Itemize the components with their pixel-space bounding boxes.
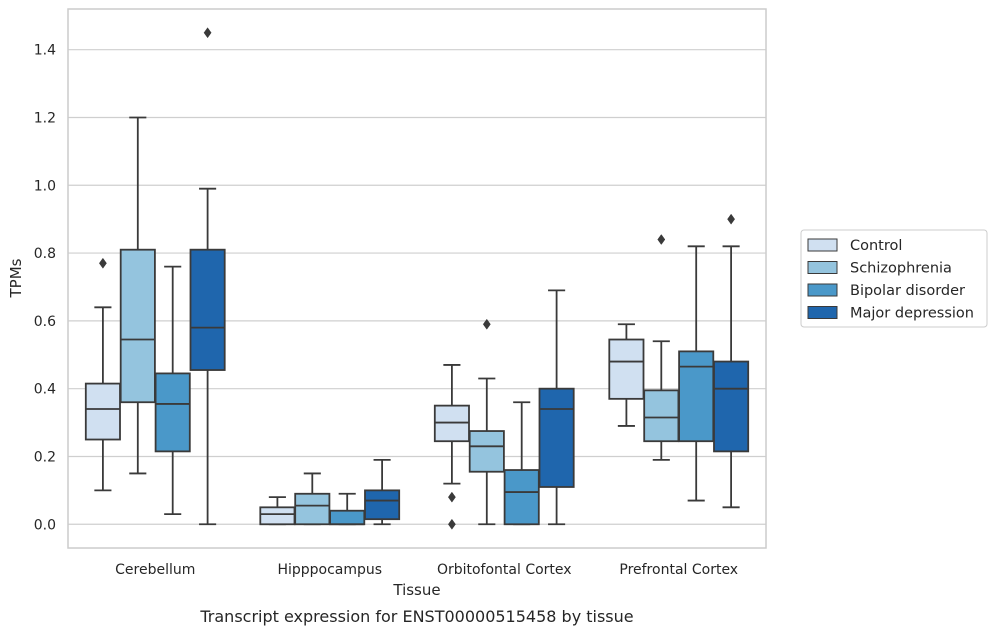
iqr-box	[119, 248, 156, 404]
iqr-box	[364, 489, 401, 521]
outlier-point	[657, 234, 666, 245]
x-tick-label: Prefrontal Cortex	[619, 562, 738, 578]
box-bipolar-disorder	[678, 245, 715, 502]
x-tick-label: Cerebellum	[115, 562, 195, 578]
outlier-point	[482, 318, 491, 330]
outlier-point	[98, 257, 107, 269]
legend-swatch	[807, 283, 838, 297]
y-tick-label: 1.4	[34, 43, 56, 59]
legend: Control Schizophrenia Bipolar disorder Majo…	[800, 229, 988, 328]
iqr-box	[678, 350, 715, 443]
box-control	[84, 257, 121, 492]
box-major-depression	[713, 213, 750, 509]
boxes	[84, 27, 750, 530]
box-bipolar-disorder	[154, 265, 191, 516]
iqr-box	[154, 372, 191, 453]
y-tick-label: 0.0	[34, 517, 56, 533]
legend-label: Schizophrenia	[850, 261, 952, 277]
iqr-box	[189, 248, 226, 371]
legend-swatch	[807, 306, 838, 319]
iqr-box	[713, 360, 750, 453]
iqr-box	[608, 338, 645, 400]
outlier-point	[203, 27, 212, 39]
y-tick-label: 1.0	[34, 178, 56, 194]
box-control	[259, 496, 296, 526]
iqr-box	[329, 509, 366, 526]
x-axis-label: Tissue	[392, 581, 440, 599]
box-schizophrenia	[468, 318, 505, 526]
box-bipolar-disorder	[503, 401, 540, 526]
box-schizophrenia	[643, 234, 680, 461]
y-tick-label: 0.4	[34, 382, 56, 398]
y-axis-label: TPMs	[7, 258, 25, 298]
iqr-box	[84, 382, 121, 441]
box-major-depression	[364, 458, 401, 526]
legend-label: Major depression	[850, 306, 974, 322]
box-major-depression	[189, 27, 226, 526]
legend-swatch	[807, 261, 838, 274]
iqr-box	[259, 506, 296, 526]
iqr-box	[643, 389, 680, 443]
box-control	[433, 364, 470, 530]
outlier-point	[447, 518, 456, 530]
iqr-box	[503, 469, 540, 526]
y-tick-label: 0.2	[34, 449, 56, 465]
iqr-box	[468, 430, 505, 473]
legend-swatch	[807, 238, 838, 252]
legend-label: Bipolar disorder	[850, 283, 965, 299]
box-control	[608, 323, 645, 427]
outlier-point	[727, 213, 736, 225]
y-tick-label: 0.6	[34, 314, 56, 330]
y-tick-label: 1.2	[34, 110, 56, 126]
iqr-box	[294, 492, 331, 526]
plot-frame	[67, 8, 767, 549]
legend-frame	[800, 229, 988, 328]
box-bipolar-disorder	[329, 492, 366, 526]
chart-caption: Transcript expression for ENST0000051545…	[199, 607, 633, 626]
box-schizophrenia	[294, 472, 331, 526]
legend-label: Control	[850, 238, 902, 254]
x-tick-labels: Cerebellum Hipppocampus Orbitofontal Corte…	[115, 562, 738, 578]
iqr-box	[538, 387, 575, 488]
x-tick-label: Hipppocampus	[277, 562, 382, 578]
x-tick-label: Orbitofontal Cortex	[437, 562, 572, 578]
y-tick-label: 0.8	[34, 246, 56, 262]
box-major-depression	[538, 289, 575, 526]
outlier-point	[447, 491, 456, 503]
y-tick-labels: 0.0 0.2 0.4 0.6 0.8 1.0 1.2 1.4	[34, 43, 56, 534]
box-schizophrenia	[119, 116, 156, 475]
